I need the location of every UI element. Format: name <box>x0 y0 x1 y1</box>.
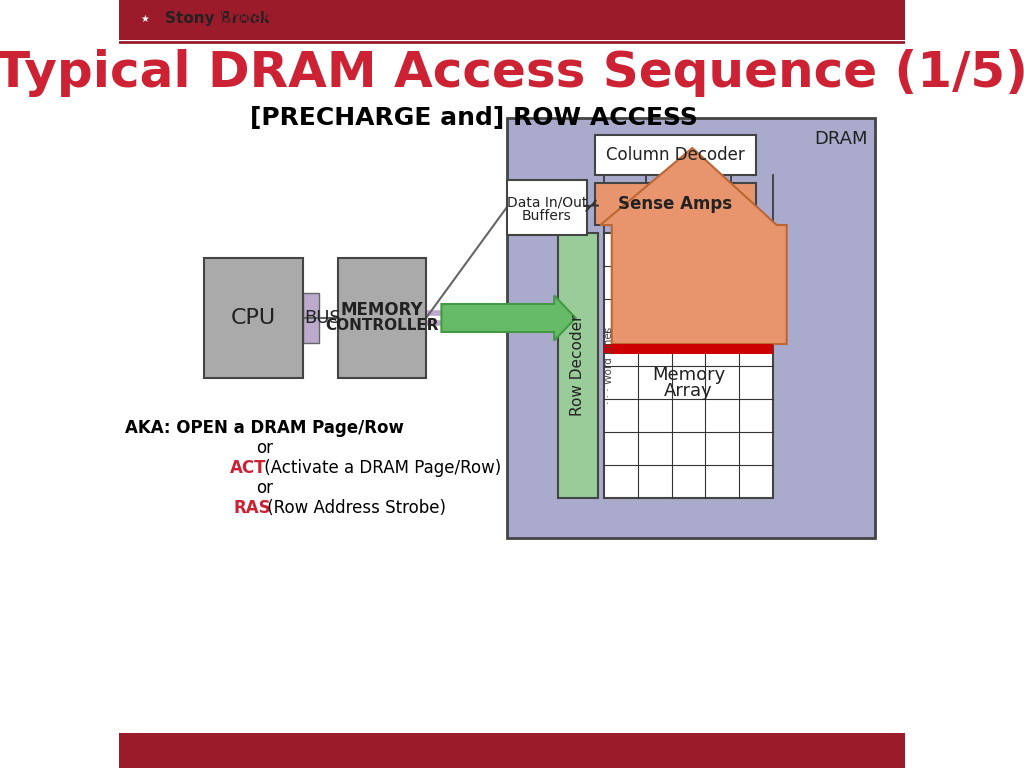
Text: (Activate a DRAM Page/Row): (Activate a DRAM Page/Row) <box>259 459 501 477</box>
Text: (Row Address Strobe): (Row Address Strobe) <box>262 499 445 517</box>
FancyBboxPatch shape <box>558 233 598 498</box>
Text: AKA: OPEN a DRAM Page/Row: AKA: OPEN a DRAM Page/Row <box>126 419 404 437</box>
Text: CSE502: Computer Architecture: CSE502: Computer Architecture <box>572 10 894 28</box>
Text: Memory: Memory <box>652 366 725 385</box>
FancyBboxPatch shape <box>507 180 587 235</box>
Text: CPU: CPU <box>230 308 276 328</box>
FancyBboxPatch shape <box>204 258 303 378</box>
Text: MEMORY: MEMORY <box>341 301 423 319</box>
FancyBboxPatch shape <box>595 183 756 225</box>
FancyBboxPatch shape <box>131 3 159 35</box>
Text: or: or <box>256 479 273 497</box>
FancyArrow shape <box>441 296 575 340</box>
Text: Row Decoder: Row Decoder <box>570 315 586 416</box>
Text: ★: ★ <box>141 14 150 24</box>
FancyBboxPatch shape <box>604 233 773 498</box>
Text: Data In/Out: Data In/Out <box>507 196 587 210</box>
FancyBboxPatch shape <box>595 135 756 175</box>
Text: Sense Amps: Sense Amps <box>618 195 732 213</box>
Text: ACT: ACT <box>230 459 267 477</box>
Text: Typical DRAM Access Sequence (1/5): Typical DRAM Access Sequence (1/5) <box>0 49 1024 97</box>
Text: Buffers: Buffers <box>522 208 571 223</box>
Text: CONTROLLER: CONTROLLER <box>326 319 438 333</box>
Text: Stony Brook: Stony Brook <box>165 12 275 27</box>
FancyBboxPatch shape <box>604 344 773 354</box>
Text: · · · Word Lines: · · · Word Lines <box>604 327 614 404</box>
Text: Column Decoder: Column Decoder <box>606 146 744 164</box>
Text: or: or <box>256 439 273 457</box>
Polygon shape <box>600 148 786 344</box>
Text: Array: Array <box>665 382 713 399</box>
FancyBboxPatch shape <box>119 0 905 40</box>
Text: DRAM: DRAM <box>814 130 867 148</box>
FancyBboxPatch shape <box>303 293 318 343</box>
FancyBboxPatch shape <box>119 0 905 40</box>
Text: RAS: RAS <box>233 499 271 517</box>
Text: University: University <box>219 12 296 27</box>
Text: BUS: BUS <box>304 309 341 327</box>
Text: [PRECHARGE and] ROW ACCESS: [PRECHARGE and] ROW ACCESS <box>250 106 697 130</box>
FancyBboxPatch shape <box>338 258 426 378</box>
FancyBboxPatch shape <box>119 733 905 768</box>
FancyBboxPatch shape <box>507 118 874 538</box>
